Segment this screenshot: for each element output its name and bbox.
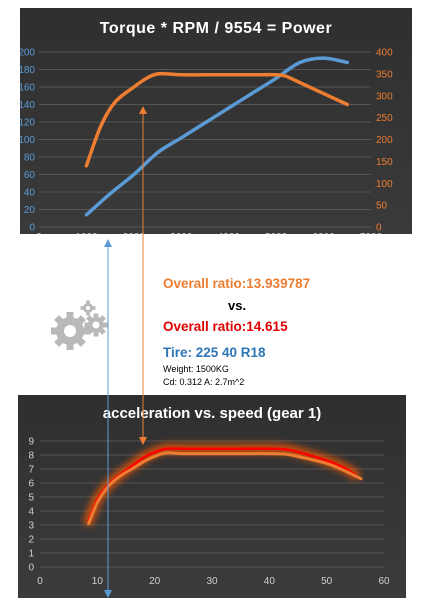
chart-title: Torque * RPM / 9554 = Power xyxy=(99,20,333,37)
x-tick-label: 1000 xyxy=(75,232,98,234)
x-tick-label: 3000 xyxy=(170,232,193,234)
x-tick-label: 20 xyxy=(149,576,161,587)
y-tick-label: 3 xyxy=(28,521,34,532)
y-tick-label: 2 xyxy=(28,535,34,546)
y2-tick-label: 250 xyxy=(376,113,393,124)
y-tick-label: 80 xyxy=(24,153,36,164)
x-tick-label: 7000 xyxy=(360,232,383,234)
accel-series-a-line xyxy=(87,451,363,526)
y-tick-label: 200 xyxy=(20,48,35,59)
y-tick-label: 0 xyxy=(28,563,34,574)
y-tick-label: 4 xyxy=(28,507,34,518)
y2-tick-label: 150 xyxy=(376,157,393,168)
y2-tick-label: 350 xyxy=(376,69,393,80)
x-tick-label: 0 xyxy=(36,232,42,234)
acceleration-speed-chart: 0 1 2 3 4 5 6 7 8 9 0 10 20 30 40 50 60 acceleration vs.… xyxy=(18,395,406,598)
y-tick-label: 20 xyxy=(24,205,36,216)
versus-label: vs. xyxy=(228,298,247,313)
y-tick-label: 160 xyxy=(20,83,35,94)
x-tick-label: 10 xyxy=(92,576,104,587)
y-tick-label: 1 xyxy=(28,549,34,560)
y-tick-label: 180 xyxy=(20,65,35,76)
y-tick-label: 8 xyxy=(28,451,34,462)
acceleration-plot: 0 1 2 3 4 5 6 7 8 9 0 10 20 30 40 50 60 xyxy=(28,437,390,588)
x-tick-label: 40 xyxy=(264,576,276,587)
y2-tick-label: 400 xyxy=(376,48,393,59)
overall-ratio-a: Overall ratio:13.939787 xyxy=(163,276,311,291)
x-tick-label: 30 xyxy=(206,576,218,587)
y2-tick-label: 100 xyxy=(376,179,393,190)
x-tick-label: 6000 xyxy=(312,232,335,234)
y2-tick-label: 200 xyxy=(376,135,393,146)
overall-ratio-b: Overall ratio:14.615 xyxy=(163,319,288,334)
x-tick-label: 5000 xyxy=(265,232,288,234)
y-tick-label: 0 xyxy=(29,223,35,234)
x-tick-label: 0 xyxy=(37,576,43,587)
y2-tick-label: 300 xyxy=(376,91,393,102)
x-tick-label: 60 xyxy=(378,576,390,587)
y-tick-label: 6 xyxy=(28,479,34,490)
y2-tick-label: 50 xyxy=(376,201,388,212)
y-tick-label: 60 xyxy=(24,170,36,181)
power-series-line xyxy=(84,56,350,217)
y-tick-label: 100 xyxy=(20,135,35,146)
weight-spec: Weight: 1500KG xyxy=(163,364,229,374)
y-tick-label: 40 xyxy=(24,188,36,199)
drag-spec: Cd: 0.312 A: 2.7m^2 xyxy=(163,377,245,387)
y2-tick-label: 0 xyxy=(376,223,382,234)
x-tick-label: 4000 xyxy=(218,232,241,234)
tire-spec: Tire: 225 40 R18 xyxy=(163,345,266,360)
y-tick-label: 5 xyxy=(28,493,34,504)
chart-title: acceleration vs. speed (gear 1) xyxy=(102,405,322,422)
x-tick-label: 50 xyxy=(321,576,333,587)
power-torque-chart: 0 20 40 60 80 100 120 140 160 180 200 0 50 100 150 200 2… xyxy=(20,8,412,234)
y-tick-label: 9 xyxy=(28,437,34,448)
torque-series-line xyxy=(84,71,350,168)
y-tick-label: 120 xyxy=(20,118,35,129)
y-tick-label: 140 xyxy=(20,100,35,111)
power-torque-plot: 0204060801001201401601802000501001502002… xyxy=(20,48,393,235)
y-tick-label: 7 xyxy=(28,465,34,476)
gears-icon xyxy=(48,298,110,352)
